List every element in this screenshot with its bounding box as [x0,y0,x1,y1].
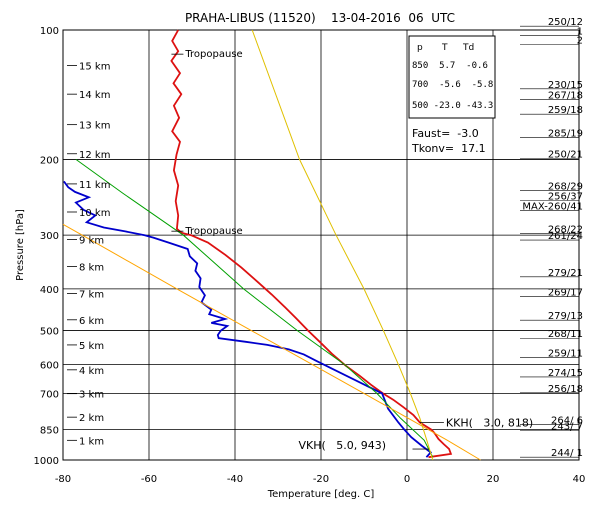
wind-label: 268/22 [548,224,583,235]
y-tick-label: 850 [40,426,59,437]
wind-label: 230/15 [548,80,583,91]
y-tick-label: 200 [40,155,59,166]
info-header-p: p [417,43,423,53]
wind-label: 1 [577,27,583,38]
y-axis-label: Pressure [hPa] [15,209,26,281]
info-box: p T Td 850 5.7 -0.6 700 -5.6 -5.8 500 -2… [408,35,496,155]
chart-title: PRAHA-LIBUS (11520) 13-04-2016 06 UTC [185,11,455,25]
x-tick-label: 40 [573,474,586,485]
dewpoint-line [63,180,433,458]
wind-label: 261/24 [548,231,583,242]
x-tick-label: -40 [227,474,243,485]
wind-label: 244/ 1 [551,448,583,459]
wind-label: 274/15 [548,368,583,379]
height-label: 11 km [79,180,110,191]
faust-value: Faust= -3.0 [412,127,479,140]
series-group [62,29,481,461]
x-tick-label: -80 [55,474,71,485]
axes: -80 -60 -40 -20 0 20 40 100 200 300 400 500 600 700 85… [34,26,586,485]
wind-label: 279/13 [548,311,583,322]
annotations: Tropopause Tropopause KKH( 3.0, 818) VKH( 5… [171,49,533,452]
wind-label: 259/18 [548,105,583,116]
wind-label: 243/ 7 [551,422,583,433]
wind-label: 285/19 [548,129,583,140]
height-label: 5 km [79,341,104,352]
info-row-700: 700 -5.6 -5.8 [412,80,493,90]
height-label: 4 km [79,366,104,377]
height-label: 7 km [79,289,104,300]
height-label: 1 km [79,436,104,447]
info-row-500: 500 -23.0 -43.3 [412,101,493,111]
temperature-line [170,29,453,459]
tropopause-label: Tropopause [184,226,242,237]
height-label: 6 km [79,316,104,327]
height-label: 3 km [79,390,104,401]
info-row-850: 850 5.7 -0.6 [412,61,488,71]
wind-label: 256/18 [548,384,583,395]
grid-lines [63,30,579,460]
height-label: 9 km [79,235,104,246]
wind-label: 259/11 [548,348,583,359]
height-levels: 1 km 2 km 3 km 4 km 5 km 6 km 7 km 8 km 9 km 10 k… [67,62,110,447]
x-tick-label: 0 [404,474,410,485]
x-axis-label: Temperature [deg. C] [267,489,375,500]
lifted-parcel-line [75,158,434,458]
y-tick-label: 300 [40,231,59,242]
tkonv-value: Tkonv= 17.1 [411,142,486,155]
wind-label: 2 [577,35,583,46]
height-label: 13 km [79,121,110,132]
height-label: 14 km [79,90,110,101]
y-tick-label: 1000 [34,456,59,467]
info-table-frame [408,35,496,119]
height-label: 12 km [79,150,110,161]
vkh-label: VKH( 5.0, 943) [299,439,387,452]
wind-label: 269/17 [548,288,583,299]
x-tick-label: -60 [141,474,157,485]
height-label: 10 km [79,208,110,219]
wind-label: 250/21 [548,150,583,161]
wind-label: 256/37 [548,191,583,202]
height-label: 8 km [79,263,104,274]
wind-label: 279/21 [548,268,583,279]
mixing-ratio-line-line [251,29,434,461]
y-tick-label: 100 [40,26,59,37]
x-tick-label: 20 [487,474,500,485]
y-tick-label: 500 [40,327,59,338]
wind-label: 267/18 [548,90,583,101]
wind-label: 264/ 6 [551,416,583,427]
height-label: 15 km [79,62,110,73]
x-tick-label: -20 [313,474,329,485]
tropopause-label: Tropopause [184,49,242,60]
wind-label: MAX-260/41 [522,202,583,213]
info-header-td: Td [462,43,474,53]
y-tick-label: 400 [40,285,59,296]
wind-label: 268/11 [548,329,583,340]
height-label: 2 km [79,413,104,424]
y-tick-label: 600 [40,361,59,372]
wind-label: 268/29 [548,181,583,192]
y-tick-label: 700 [40,389,59,400]
wind-label: 250/12 [548,17,583,28]
dry-adiabat-line [62,223,481,461]
info-header-t: T [441,43,448,53]
kkh-label: KKH( 3.0, 818) [446,416,533,429]
